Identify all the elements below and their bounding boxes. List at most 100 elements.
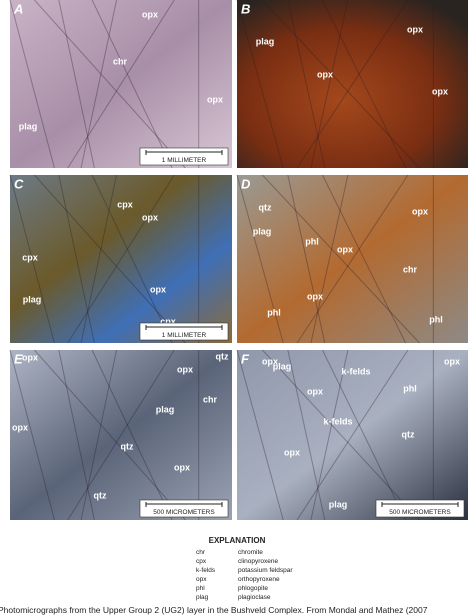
- caption: Photomicrographs from the Upper Group 2 …: [0, 605, 428, 615]
- mineral-label: opx: [207, 94, 223, 104]
- mineral-label: plag: [156, 404, 175, 414]
- photomicrograph: [10, 350, 232, 520]
- mineral-name: potassium feldspar: [238, 567, 293, 574]
- mineral-name: phlogopite: [238, 585, 268, 592]
- explanation-title: EXPLANATION: [209, 536, 266, 545]
- photomicrograph: [237, 175, 468, 343]
- mineral-label: phl: [403, 383, 417, 393]
- texture: [262, 174, 420, 344]
- texture: [236, 0, 284, 169]
- mineral-label: opx: [337, 244, 353, 254]
- texture: [9, 0, 55, 169]
- mineral-label: phl: [267, 307, 281, 317]
- mineral-label: opx: [262, 356, 278, 366]
- texture: [310, 0, 349, 169]
- panel-letter: F: [241, 351, 250, 366]
- texture: [296, 0, 409, 169]
- mineral-label: opx: [22, 352, 38, 362]
- texture: [67, 349, 175, 521]
- texture: [296, 174, 409, 344]
- mineral-name: clinopyroxene: [238, 558, 278, 565]
- abbreviation: cpx: [196, 558, 207, 565]
- mineral-name: chromite: [238, 549, 263, 556]
- texture: [80, 349, 118, 521]
- mineral-name: orthopyroxene: [238, 576, 280, 583]
- texture: [236, 349, 284, 521]
- texture: [58, 0, 95, 169]
- texture: [80, 0, 118, 169]
- panel-letter: B: [241, 1, 250, 16]
- texture: [91, 0, 173, 169]
- texture: [58, 174, 95, 344]
- mineral-label: plag: [273, 361, 292, 371]
- texture: [322, 174, 407, 344]
- texture: [80, 174, 118, 344]
- texture: [67, 0, 175, 169]
- abbreviation: opx: [196, 576, 207, 583]
- mineral-label: plag: [329, 499, 348, 509]
- texture: [236, 174, 284, 344]
- mineral-label: opx: [307, 386, 323, 396]
- mineral-name: plagioclase: [238, 594, 271, 601]
- texture: [262, 0, 420, 169]
- mineral-label: opx: [177, 364, 193, 374]
- mineral-label: qtz: [94, 490, 107, 500]
- abbreviation: phl: [196, 585, 205, 592]
- mineral-label: opx: [407, 24, 423, 34]
- texture: [34, 0, 186, 169]
- mineral-label: qtz: [402, 429, 415, 439]
- texture: [262, 349, 420, 521]
- texture: [34, 174, 186, 344]
- texture: [322, 349, 407, 521]
- texture: [67, 174, 175, 344]
- mineral-label: opx: [317, 69, 333, 79]
- mineral-label: cpx: [117, 199, 133, 209]
- texture: [9, 174, 55, 344]
- texture: [34, 349, 186, 521]
- mineral-label: opx: [174, 462, 190, 472]
- mineral-label: opx: [12, 422, 28, 432]
- mineral-label: chr: [113, 56, 128, 66]
- abbreviation: plag: [196, 594, 209, 601]
- photomicrograph: [237, 350, 468, 520]
- mineral-label: cpx: [22, 252, 38, 262]
- mineral-label: qtz: [216, 351, 229, 361]
- mineral-label: opx: [284, 447, 300, 457]
- panel-letter: D: [241, 176, 251, 191]
- scale-label: 500 MICROMETERS: [153, 509, 215, 516]
- panel-letter: A: [13, 1, 23, 16]
- abbreviation: chr: [196, 549, 206, 556]
- mineral-label: chr: [203, 394, 218, 404]
- mineral-label: chr: [403, 264, 418, 274]
- scale-label: 1 MILLIMETER: [162, 332, 207, 339]
- mineral-label: qtz: [121, 441, 134, 451]
- scale-label: 1 MILLIMETER: [162, 157, 207, 164]
- mineral-label: plag: [23, 294, 42, 304]
- mineral-label: cpx: [160, 316, 176, 326]
- photomicrograph: [237, 0, 468, 168]
- scale-label: 500 MICROMETERS: [389, 509, 451, 516]
- mineral-label: opx: [142, 9, 158, 19]
- mineral-label: opx: [150, 284, 166, 294]
- mineral-label: opx: [432, 86, 448, 96]
- mineral-label: opx: [444, 356, 460, 366]
- mineral-label: phl: [305, 236, 319, 246]
- texture: [322, 0, 407, 169]
- mineral-label: plag: [256, 36, 275, 46]
- mineral-label: k-felds: [323, 416, 352, 426]
- texture: [310, 174, 349, 344]
- texture: [287, 0, 326, 169]
- texture: [91, 174, 173, 344]
- abbreviation: k-felds: [196, 567, 216, 574]
- texture: [310, 349, 349, 521]
- mineral-label: phl: [429, 314, 443, 324]
- panel-letter: E: [14, 351, 23, 366]
- mineral-label: qtz: [259, 202, 272, 212]
- mineral-label: plag: [19, 121, 38, 131]
- texture: [296, 349, 409, 521]
- mineral-label: plag: [253, 226, 272, 236]
- mineral-label: opx: [142, 212, 158, 222]
- texture: [58, 349, 95, 521]
- texture: [91, 349, 173, 521]
